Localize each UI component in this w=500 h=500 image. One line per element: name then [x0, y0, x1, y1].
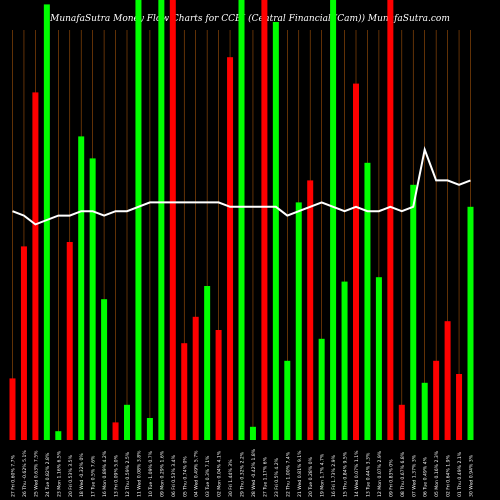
- x-tick-label: 02 Fri 0.64% 1.9%: [446, 454, 452, 497]
- x-tick-label: 09 Mon 0.29% 1.6%: [159, 450, 165, 497]
- x-tick-label: 25 Wed 0.63% 7.5%: [33, 450, 39, 497]
- x-tick-label: 17 Tue 0.5% 7.6%: [91, 455, 97, 497]
- x-tick-label: 07 Wed 1.37% 3%: [411, 454, 417, 497]
- money-flow-bar: [249, 426, 256, 440]
- x-tick-label: 18 Wed -0.32% 0%: [79, 453, 85, 497]
- x-tick-label: 08 Thu 0.67% 6.8%: [400, 451, 406, 497]
- money-flow-bar: [421, 382, 428, 440]
- x-tick-label: 30 Wed 0.94% 3%: [469, 454, 475, 497]
- money-flow-bar: [272, 22, 279, 440]
- money-flow-bar: [364, 162, 371, 441]
- money-flow-bar: [43, 4, 50, 441]
- money-flow-bar: [55, 431, 62, 440]
- money-flow-bar: [66, 242, 73, 440]
- x-tick-label: 02 Mon 0.04% 4.1%: [217, 450, 223, 497]
- chart-title: MunafaSutra Money Flow Charts for CCBI (…: [50, 14, 450, 24]
- x-tick-label: 20 Tue 0.28% 0%: [308, 456, 314, 497]
- money-flow-bar: [341, 281, 348, 440]
- x-tick-label: 04 Wed 0.49% 5.7%: [194, 450, 200, 497]
- x-tick-label: 21 Wed 0.81% 9.1%: [297, 450, 303, 497]
- x-tick-label: 19 Mon 1.7% 4.7%: [320, 453, 326, 497]
- money-flow-bar: [135, 0, 142, 440]
- money-flow-bar: [169, 0, 176, 440]
- money-flow-bar: [433, 360, 440, 440]
- x-tick-label: 06 Fri 0.53% 3.4%: [171, 454, 177, 497]
- money-flow-bar: [20, 246, 27, 440]
- x-tick-label: 09 Fri 0.83% 0%: [388, 459, 394, 497]
- x-tick-label: 05 Thu 0.74% 0%: [182, 456, 188, 497]
- x-tick-label: 16 Mon 0.89% 4.2%: [102, 450, 108, 497]
- x-tick-label: 06 Tue 0.49% 4%: [423, 456, 429, 497]
- money-flow-bar: [353, 83, 359, 440]
- x-tick-label: 12 Mon 0.07% 2.9%: [377, 450, 383, 497]
- money-flow-bar: [78, 136, 85, 440]
- money-flow-bar: [227, 57, 234, 440]
- x-tick-label: 15 Thu 0.84% 9.5%: [343, 451, 349, 497]
- money-flow-bar: [410, 184, 417, 440]
- x-tick-label: 01 Thu 0.49% 2.1%: [457, 451, 463, 497]
- money-flow-bar: [204, 286, 211, 440]
- money-flow-bar: [318, 338, 325, 440]
- money-flow-bar: [101, 299, 108, 440]
- x-tick-label: 14 Wed 0.07% 1.1%: [354, 450, 360, 497]
- x-tick-label: 05 Mon 0.16% 2.3%: [434, 450, 440, 497]
- money-flow-bar: [284, 360, 291, 440]
- x-tick-label: 13 Fri 0.09% 5.0%: [114, 454, 120, 497]
- x-tick-label: 03 Tue 0.3% 7.1%: [205, 455, 211, 497]
- x-tick-label: 26 Thu -0.62% 5.1%: [22, 450, 28, 497]
- money-flow-bar: [307, 180, 314, 440]
- x-tick-label: 16 Fri 1.73% 2.9%: [331, 454, 337, 497]
- money-flow-bar: [124, 404, 130, 440]
- x-tick-label: 10 Tue -1.09% 0.7%: [148, 450, 154, 497]
- money-flow-bar: [158, 0, 165, 440]
- money-flow-bar: [215, 330, 222, 440]
- x-tick-label: 24 Tue 0.82% 2.8%: [45, 452, 51, 497]
- x-tick-label: 23 Fri 0.5% 4.2%: [274, 457, 280, 497]
- x-tick-label: 27 Tue 1.17% 6%: [262, 456, 268, 497]
- money-flow-bar: [32, 92, 39, 441]
- x-tick-label: 12 Thu 0.59% 2.5%: [125, 451, 131, 497]
- money-flow-bar: [9, 378, 16, 440]
- money-flow-bar: [89, 158, 96, 440]
- money-flow-bar: [467, 206, 474, 440]
- money-flow-bar: [330, 0, 337, 440]
- money-flow-bar: [295, 202, 302, 440]
- money-flow-bar: [112, 422, 119, 440]
- x-tick-label: 13 Tue 0.44% 3.3%: [365, 452, 371, 497]
- x-tick-label: 23 Mon 1.16% 6.5%: [56, 450, 62, 497]
- x-tick-label: 20 Fri 0.53% 3.5%: [68, 454, 74, 497]
- x-tick-label: 29 Thu 0.32% 2.2%: [240, 451, 246, 497]
- money-flow-bar: [375, 277, 382, 440]
- x-tick-label: 11 Wed 0.08% 3.8%: [136, 450, 142, 497]
- x-tick-label: 27 Fri 0.60% 7.7%: [11, 454, 17, 497]
- x-tick-label: 22 Thu 1.00% 7.4%: [285, 451, 291, 497]
- money-flow-bar: [181, 343, 188, 440]
- money-flow-bar: [444, 321, 451, 440]
- money-flow-bar: [238, 0, 245, 440]
- money-flow-bar: [456, 374, 463, 440]
- money-flow-bar: [192, 316, 199, 440]
- money-flow-bar: [146, 418, 153, 440]
- money-flow-bar: [261, 0, 268, 440]
- money-flow-bar: [387, 0, 394, 440]
- x-tick-label: 28 Wed -0.42% 1.8%: [251, 448, 257, 497]
- money-flow-bar: [398, 404, 405, 440]
- trend-line: [12, 145, 471, 226]
- x-tick-label: 30 Fri 1.44% 3%: [228, 459, 234, 497]
